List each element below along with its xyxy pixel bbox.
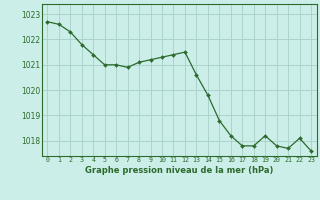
X-axis label: Graphe pression niveau de la mer (hPa): Graphe pression niveau de la mer (hPa): [85, 166, 273, 175]
